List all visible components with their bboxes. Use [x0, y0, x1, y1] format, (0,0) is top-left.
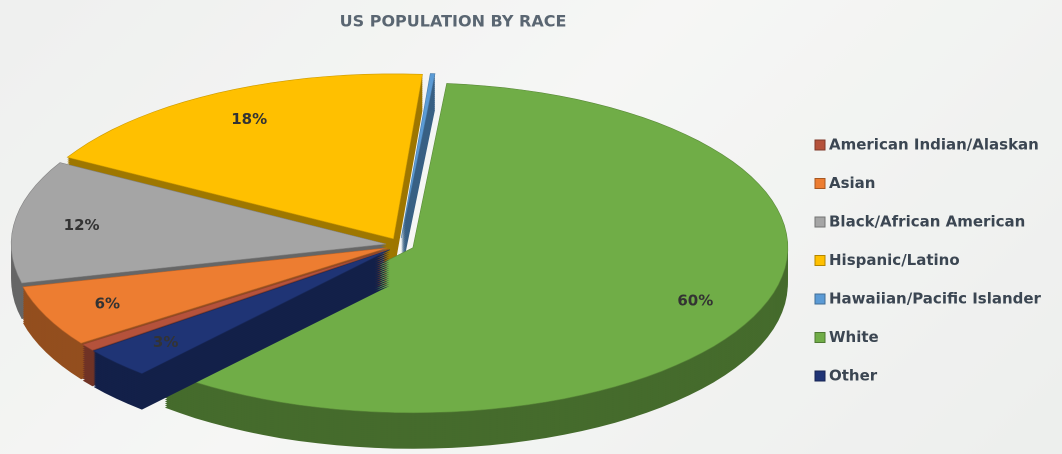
legend-swatch [815, 256, 825, 266]
legend-swatch [815, 179, 825, 189]
legend-swatch [815, 140, 825, 150]
data-label: 6% [95, 294, 120, 312]
legend-label: White [829, 328, 879, 346]
legend-label: Hispanic/Latino [829, 251, 960, 269]
data-label: 3% [153, 333, 178, 351]
legend-label: Asian [829, 174, 875, 192]
page: US POPULATION BY RACE 6% 12% 18% 60% 3% Amer… [0, 0, 1062, 454]
data-label: 60% [677, 292, 713, 310]
legend-swatch [815, 294, 825, 304]
data-label: 12% [64, 216, 100, 234]
pie: 6% 12% 18% 60% 3% [11, 74, 788, 449]
legend-swatch [815, 217, 825, 227]
legend-label: Other [829, 367, 878, 385]
data-label: 18% [231, 110, 267, 128]
legend-label: Black/African American [829, 213, 1025, 231]
chart-title: US POPULATION BY RACE [340, 12, 567, 31]
legend-label: Hawaiian/Pacific Islander [829, 290, 1042, 308]
legend-swatch [815, 333, 825, 343]
legend-label: American Indian/Alaskan [829, 136, 1039, 154]
chart: US POPULATION BY RACE 6% 12% 18% 60% 3% Amer… [0, 0, 1062, 454]
legend-swatch [815, 371, 825, 381]
